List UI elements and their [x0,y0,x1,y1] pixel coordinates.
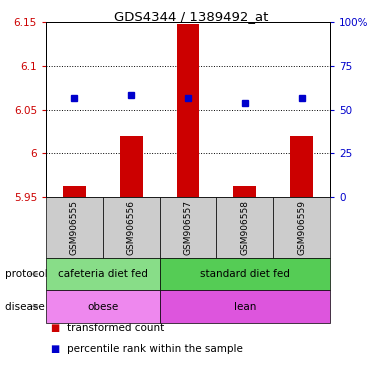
Text: lean: lean [234,301,256,311]
Text: disease state: disease state [5,301,75,311]
Text: ■: ■ [50,344,59,354]
Text: standard diet fed: standard diet fed [200,269,290,279]
Text: GSM906558: GSM906558 [240,200,249,255]
Text: GSM906559: GSM906559 [297,200,306,255]
Text: GSM906555: GSM906555 [70,200,79,255]
Bar [63,185,86,197]
Bar [234,185,256,197]
Text: ■: ■ [50,323,59,333]
Text: percentile rank within the sample: percentile rank within the sample [67,344,243,354]
Text: transformed count: transformed count [67,323,164,333]
Text: cafeteria diet fed: cafeteria diet fed [58,269,148,279]
Text: GSM906556: GSM906556 [127,200,136,255]
Bar [290,136,313,197]
Bar [120,136,142,197]
Text: GDS4344 / 1389492_at: GDS4344 / 1389492_at [114,10,269,23]
Bar [177,24,200,197]
Text: protocol: protocol [5,269,48,279]
Text: GSM906557: GSM906557 [183,200,193,255]
Text: obese: obese [87,301,118,311]
